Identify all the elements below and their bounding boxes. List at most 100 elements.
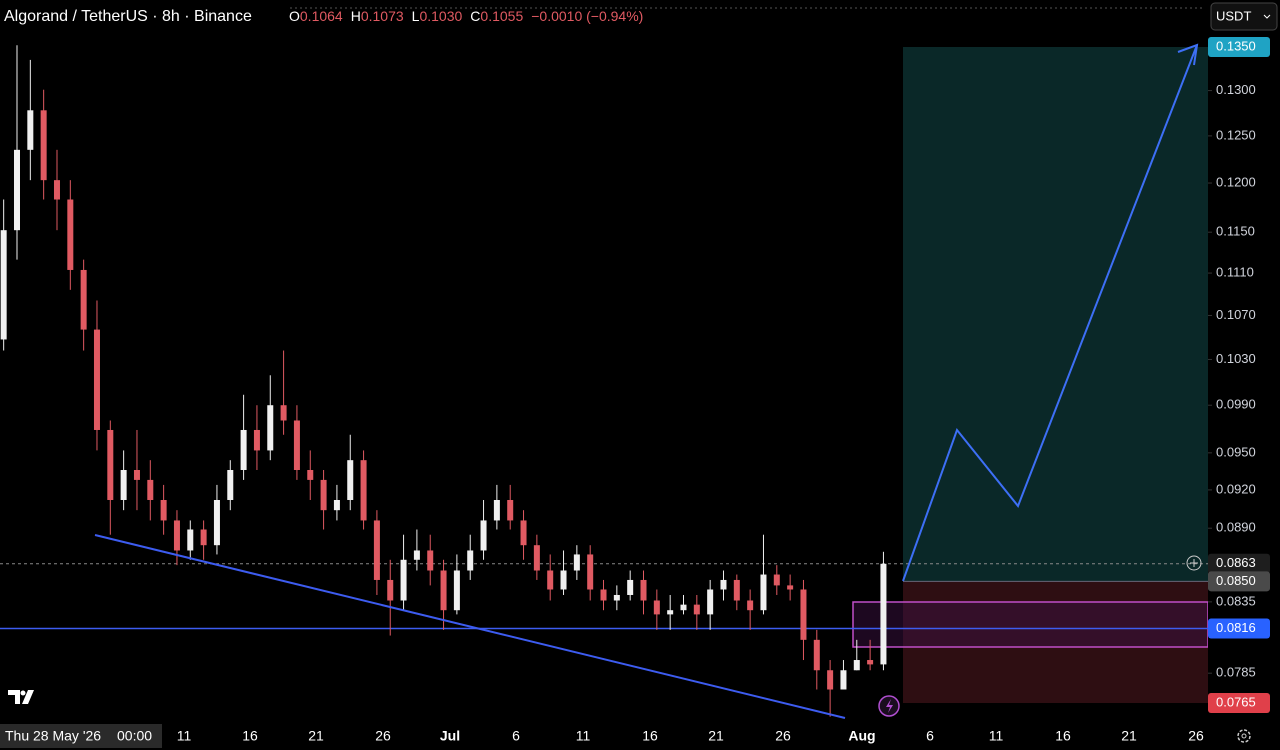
candle-body xyxy=(493,499,500,521)
candle-body xyxy=(67,199,74,270)
candle-body xyxy=(707,589,714,615)
candle-body xyxy=(760,574,767,611)
candle-body xyxy=(453,570,460,611)
y-tick-label: 0.0990 xyxy=(1216,397,1256,412)
candle-body xyxy=(93,329,100,430)
candle-body xyxy=(213,499,220,546)
candle-body xyxy=(840,670,847,690)
ohlc-value: 0.1064 xyxy=(300,8,343,24)
candle-body xyxy=(813,639,820,671)
candle-body xyxy=(120,469,127,500)
candle-body xyxy=(267,405,274,451)
candle-body xyxy=(53,180,60,200)
y-tick-label: 0.0835 xyxy=(1216,593,1256,608)
y-tick-label: 0.0920 xyxy=(1216,481,1256,496)
candle-body xyxy=(40,110,47,181)
candle-body xyxy=(667,610,674,615)
candle-body xyxy=(680,604,687,611)
price-badge xyxy=(1208,693,1270,713)
x-tick-label: Jul xyxy=(440,728,460,744)
time-axis-bg xyxy=(0,722,1280,750)
price-badge-label: 0.1350 xyxy=(1216,38,1256,53)
candle-body xyxy=(613,594,620,601)
x-tick-label: 16 xyxy=(242,728,258,744)
candle-body xyxy=(0,230,7,340)
y-tick-label: 0.1250 xyxy=(1216,127,1256,142)
candle-body xyxy=(853,660,860,671)
candle-body xyxy=(480,520,487,551)
candle-body xyxy=(240,429,247,470)
currency-label: USDT xyxy=(1216,8,1251,23)
ohlc-value: 0.1055 xyxy=(480,8,523,24)
currency-button[interactable]: USDT xyxy=(1210,2,1278,31)
symbol-title: Algorand / TetherUS · 8h · Binance xyxy=(4,8,252,25)
time-cursor-bg xyxy=(0,724,162,748)
candle-body xyxy=(147,479,154,500)
logo-shape xyxy=(8,690,34,704)
x-tick-label: 21 xyxy=(1121,728,1137,744)
x-tick-label: 26 xyxy=(1188,728,1204,744)
candle-body xyxy=(653,600,660,615)
candle-body xyxy=(440,570,447,611)
ohlc-key: L xyxy=(412,8,420,24)
candle-body xyxy=(573,554,580,571)
candle-body xyxy=(387,579,394,601)
candle-body xyxy=(773,574,780,586)
crosshair-add[interactable] xyxy=(1186,555,1202,571)
x-tick-label: 16 xyxy=(1055,728,1071,744)
settings-button[interactable] xyxy=(1237,729,1251,743)
tradingview-logo[interactable] xyxy=(8,690,34,704)
logo-dot xyxy=(20,690,26,696)
candle-body xyxy=(107,429,114,500)
gear-hub xyxy=(1241,733,1247,739)
x-tick-label: 26 xyxy=(375,728,391,744)
x-tick-label: Aug xyxy=(848,728,875,744)
candle-body xyxy=(253,429,260,451)
x-tick-label: 16 xyxy=(642,728,658,744)
ohlc-value: 0.1030 xyxy=(419,8,462,24)
candle-body xyxy=(333,499,340,511)
x-tick-label: 11 xyxy=(989,728,1004,744)
candle-body xyxy=(427,550,434,571)
ohlc-key: O xyxy=(289,8,300,24)
price-badge-label: 0.0765 xyxy=(1216,694,1256,709)
candle-body xyxy=(360,460,367,521)
y-tick-label: 0.1070 xyxy=(1216,307,1256,322)
candle-body xyxy=(627,579,634,595)
arrow-head xyxy=(1177,43,1199,66)
ohlc-key: H xyxy=(351,8,361,24)
y-tick-label: 0.1030 xyxy=(1216,351,1256,366)
lightning-button[interactable] xyxy=(878,695,900,717)
candle-body xyxy=(307,469,314,480)
candle-body xyxy=(373,520,380,580)
price-badge-label: 0.0863 xyxy=(1216,555,1256,570)
candle-body xyxy=(547,570,554,590)
candle-body xyxy=(173,520,180,551)
ohlc-readout: O0.1064 H0.1073 L0.1030 C0.1055 −0.0010 (−0.… xyxy=(289,8,643,24)
candle-body xyxy=(320,479,327,511)
x-tick-label: 00:00 xyxy=(117,728,152,744)
y-tick-label: 0.1300 xyxy=(1216,82,1256,97)
y-tick-label: 0.1150 xyxy=(1216,224,1255,239)
candle-body xyxy=(413,550,420,560)
x-tick-label: 6 xyxy=(512,728,520,744)
candle-body xyxy=(827,670,834,690)
candle-body xyxy=(747,600,754,611)
candle-body xyxy=(733,579,740,601)
x-tick-label: 26 xyxy=(775,728,791,744)
gear xyxy=(1237,729,1251,743)
candle-body xyxy=(280,405,287,421)
price-badge xyxy=(1208,618,1270,639)
price-badge-label: 0.0816 xyxy=(1216,620,1256,635)
candle-body xyxy=(720,579,727,590)
currency-button-bg xyxy=(1210,2,1278,31)
candle-body xyxy=(587,554,594,590)
x-tick-label: 21 xyxy=(708,728,724,744)
target-zone xyxy=(903,47,1208,582)
chevron xyxy=(1263,14,1271,19)
x-tick-label: 11 xyxy=(177,728,192,744)
candle-body xyxy=(533,545,540,571)
candle-body xyxy=(467,550,474,571)
